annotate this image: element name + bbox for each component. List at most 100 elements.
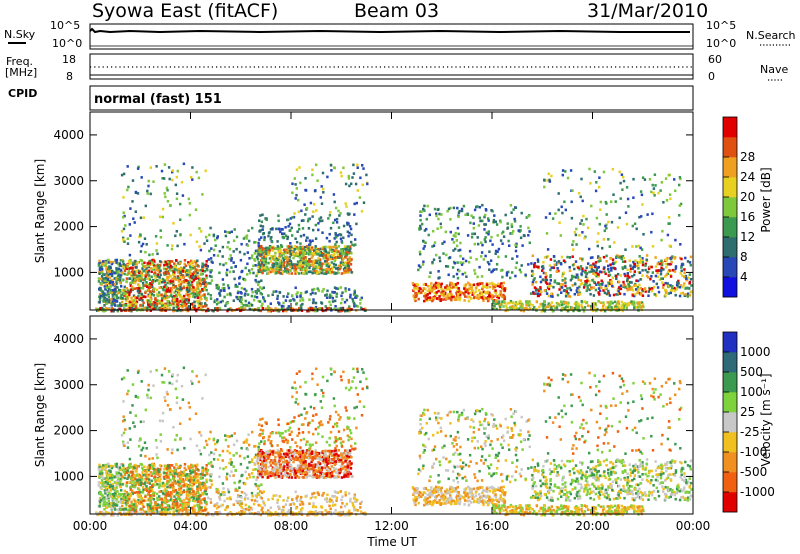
range-gate-cell	[575, 290, 579, 294]
range-gate-cell	[200, 501, 203, 505]
range-gate-cell	[439, 299, 442, 302]
range-gate-cell	[480, 275, 484, 278]
range-gate-cell	[329, 271, 332, 275]
range-gate-cell	[503, 289, 507, 292]
range-gate-cell	[183, 266, 186, 269]
range-gate-cell	[98, 465, 101, 468]
range-gate-cell	[275, 257, 279, 261]
range-gate-cell	[234, 283, 237, 287]
range-gate-cell	[126, 495, 129, 498]
range-gate-cell	[289, 252, 292, 256]
range-gate-cell	[566, 255, 569, 259]
range-gate-cell	[436, 227, 439, 230]
range-gate-cell	[539, 286, 542, 289]
range-gate-cell	[457, 232, 460, 236]
range-gate-cell	[160, 497, 163, 501]
range-gate-cell	[173, 286, 176, 289]
range-gate-cell	[480, 255, 483, 258]
range-gate-cell	[335, 287, 338, 290]
range-gate-cell	[110, 291, 114, 294]
range-gate-cell	[638, 291, 641, 295]
range-gate-cell	[133, 301, 136, 304]
range-gate-cell	[448, 283, 452, 287]
range-gate-cell	[325, 236, 329, 240]
range-gate-cell	[581, 257, 584, 261]
y-tick-label: 3000	[53, 174, 84, 188]
range-gate-cell	[514, 206, 518, 209]
range-gate-cell	[204, 304, 207, 308]
range-gate-cell	[623, 272, 626, 276]
range-gate-cell	[333, 249, 336, 252]
range-gate-cell	[276, 265, 279, 268]
range-gate-cell	[189, 272, 192, 275]
range-gate-cell	[573, 230, 577, 234]
range-gate-cell	[104, 309, 107, 312]
y-tick-label: 4000	[53, 128, 84, 142]
range-gate-cell	[258, 238, 261, 241]
range-gate-cell	[413, 288, 416, 291]
range-gate-cell	[104, 276, 108, 280]
range-gate-cell	[362, 201, 366, 204]
range-gate-cell	[192, 289, 195, 293]
range-gate-cell	[550, 306, 553, 309]
range-gate-cell	[133, 270, 136, 274]
range-gate-cell	[269, 270, 272, 274]
range-gate-cell	[604, 224, 607, 228]
range-gate-cell	[131, 279, 134, 283]
range-gate-cell	[650, 289, 654, 293]
range-gate-cell	[424, 296, 427, 300]
range-gate-cell	[664, 294, 667, 297]
range-gate-cell	[176, 508, 179, 511]
range-gate-cell	[305, 239, 308, 242]
range-gate-cell	[679, 202, 683, 206]
range-gate-cell	[179, 271, 182, 275]
range-gate-cell	[154, 235, 158, 238]
range-gate-cell	[543, 300, 546, 304]
range-gate-cell	[99, 277, 103, 281]
range-gate-cell	[488, 250, 491, 253]
range-gate-cell	[583, 306, 587, 309]
range-gate-cell	[247, 229, 250, 232]
range-gate-cell	[542, 304, 545, 308]
range-gate-cell	[119, 290, 122, 293]
range-gate-cell	[609, 263, 612, 267]
range-gate-cell	[151, 467, 155, 470]
range-gate-cell	[287, 305, 290, 308]
range-gate-cell	[228, 270, 232, 274]
range-gate-cell	[362, 308, 365, 311]
range-gate-cell	[191, 272, 194, 276]
range-gate-cell	[204, 169, 207, 173]
range-gate-cell	[626, 274, 630, 278]
range-gate-cell	[318, 219, 322, 223]
range-gate-cell	[319, 267, 322, 271]
range-gate-cell	[263, 299, 267, 303]
range-gate-cell	[592, 305, 595, 308]
range-gate-cell	[155, 165, 158, 168]
range-gate-cell	[104, 261, 107, 264]
range-gate-cell	[548, 178, 551, 182]
range-gate-cell	[494, 249, 498, 253]
range-gate-cell	[588, 167, 591, 171]
range-gate-cell	[681, 291, 685, 295]
range-gate-cell	[151, 268, 155, 271]
range-gate-cell	[215, 283, 218, 287]
range-gate-cell	[151, 258, 154, 262]
range-gate-cell	[302, 219, 305, 222]
range-gate-cell	[487, 297, 491, 301]
range-gate-cell	[185, 280, 188, 284]
range-gate-cell	[531, 254, 534, 258]
range-gate-cell	[216, 284, 220, 287]
range-gate-cell	[205, 283, 208, 286]
range-gate-cell	[650, 265, 653, 269]
range-gate-cell	[301, 227, 305, 230]
range-gate-cell	[142, 269, 145, 273]
range-gate-cell	[137, 307, 140, 310]
range-gate-cell	[636, 291, 640, 294]
range-gate-cell	[301, 255, 305, 258]
range-gate-cell	[192, 307, 196, 311]
range-gate-cell	[332, 254, 336, 257]
range-gate-cell	[107, 287, 111, 291]
range-gate-cell	[112, 260, 115, 264]
range-gate-cell	[100, 486, 103, 489]
range-gate-cell	[157, 269, 160, 272]
